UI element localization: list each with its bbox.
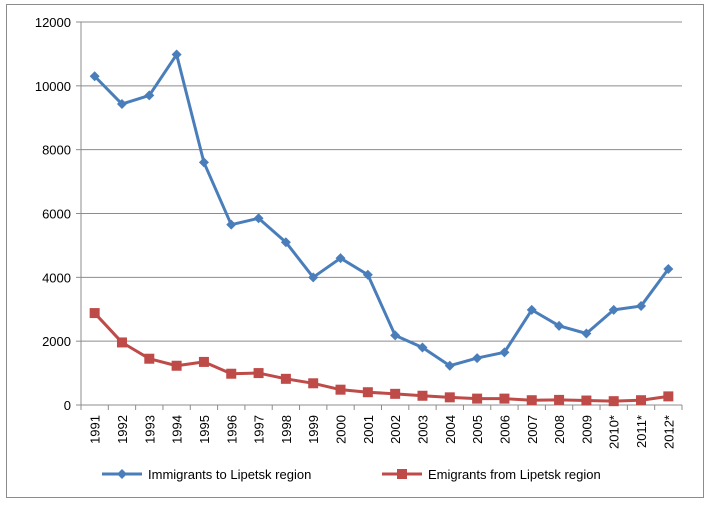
data-point <box>144 353 155 364</box>
x-tick-labels: 1991 1992 1993 1994 1995 1996 1997 1998 1999 2000… <box>88 415 677 449</box>
x-tick-label: 1999 <box>306 415 321 444</box>
data-point <box>144 90 155 101</box>
legend-label: Immigrants to Lipetsk region <box>148 467 311 482</box>
data-point <box>89 71 100 82</box>
x-tick-label: 1993 <box>142 415 157 444</box>
x-tick-label: 2012* <box>661 415 676 449</box>
x-tick-label: 2010* <box>607 415 622 449</box>
data-point <box>581 395 592 406</box>
series-line <box>93 312 669 403</box>
data-point <box>280 373 291 384</box>
data-point <box>581 328 592 339</box>
x-tick-label: 1996 <box>224 415 239 444</box>
data-point <box>636 301 647 312</box>
data-point <box>554 320 565 331</box>
data-point <box>308 378 319 389</box>
x-tick-label: 2003 <box>415 415 430 444</box>
data-point <box>171 360 182 371</box>
x-tick-label: 2002 <box>388 415 403 444</box>
data-point <box>116 99 127 110</box>
data-point <box>417 390 428 401</box>
y-tick-label: 6000 <box>42 207 71 222</box>
data-point <box>554 394 565 405</box>
data-point <box>226 219 237 230</box>
y-tick-label: 0 <box>64 398 71 413</box>
data-point <box>417 342 428 353</box>
data-point <box>171 49 182 60</box>
data-point <box>444 392 455 403</box>
data-point <box>608 304 619 315</box>
x-tick-label: 1992 <box>115 415 130 444</box>
data-point <box>198 356 209 367</box>
x-tick-label: 2009 <box>579 415 594 444</box>
data-point <box>444 360 455 371</box>
y-tick-labels: 0 2000 4000 6000 8000 10000 12000 <box>35 15 71 413</box>
data-point <box>390 330 401 341</box>
x-tick-label: 2008 <box>552 415 567 444</box>
x-tick-label: 2006 <box>497 415 512 444</box>
y-tick-label: 2000 <box>42 334 71 349</box>
data-point <box>335 253 346 264</box>
x-tick-label: 1998 <box>279 415 294 444</box>
y-tick-label: 12000 <box>35 15 71 30</box>
data-point <box>636 395 647 406</box>
data-point <box>608 396 619 407</box>
series-lines <box>89 49 674 407</box>
data-point <box>663 264 674 275</box>
legend-marker <box>117 469 127 479</box>
data-point <box>526 395 537 406</box>
x-tick-label: 1995 <box>197 415 212 444</box>
data-point <box>362 387 373 398</box>
gridlines <box>81 21 682 342</box>
data-point <box>280 237 291 248</box>
y-tick-label: 10000 <box>35 79 71 94</box>
data-point <box>499 393 510 404</box>
data-point <box>335 384 346 395</box>
x-tick-label: 2011* <box>634 415 649 448</box>
x-tick-label: 2007 <box>525 415 540 444</box>
data-point <box>89 308 100 319</box>
data-point <box>253 368 264 379</box>
y-tick-label: 8000 <box>42 143 71 158</box>
series-2 <box>89 308 674 407</box>
data-point <box>472 393 483 404</box>
series-line <box>93 53 670 368</box>
data-point <box>308 272 319 283</box>
data-point <box>253 213 264 224</box>
x-tick-label: 1991 <box>88 415 103 444</box>
data-point <box>198 157 209 168</box>
x-tick-label: 1994 <box>170 415 185 444</box>
axes <box>76 21 683 410</box>
legend-label: Emigrants from Lipetsk region <box>428 467 601 482</box>
legend-marker <box>397 469 407 479</box>
data-point <box>499 347 510 358</box>
data-point <box>226 368 237 379</box>
data-point <box>116 337 127 348</box>
x-tick-label: 1997 <box>252 415 267 444</box>
x-tick-label: 2005 <box>470 415 485 444</box>
data-point <box>472 353 483 364</box>
data-point <box>663 391 674 402</box>
x-tick-label: 2001 <box>361 415 376 444</box>
legend-item: Emigrants from Lipetsk region <box>382 467 601 482</box>
legend-item: Immigrants to Lipetsk region <box>102 467 311 482</box>
x-tick-label: 2004 <box>443 415 458 444</box>
series-1 <box>89 49 674 371</box>
y-tick-label: 4000 <box>42 270 71 285</box>
data-point <box>362 269 373 280</box>
legend: Immigrants to Lipetsk region Emigrants fr… <box>102 467 601 482</box>
data-point <box>526 304 537 315</box>
data-point <box>390 388 401 399</box>
x-tick-label: 2000 <box>334 415 349 444</box>
